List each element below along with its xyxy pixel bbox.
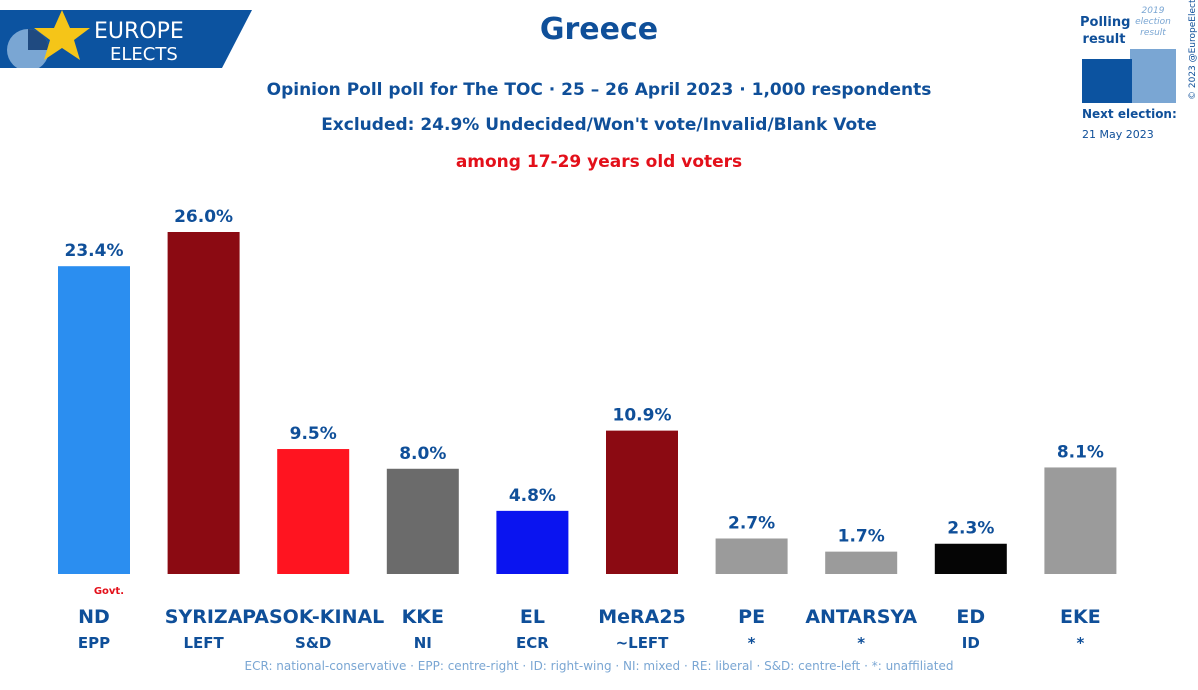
category-label-antarsya: ANTARSYA [805, 606, 917, 628]
next-election-label: Next election: [1082, 107, 1177, 121]
chart-subtitle-excluded: Excluded: 24.9% Undecided/Won't vote/Inv… [321, 115, 877, 135]
chart-subtitle-age-group: among 17-29 years old voters [455, 152, 743, 172]
europe-elects-logo: EUROPE ELECTS [0, 10, 252, 68]
logo-star-icon [34, 10, 90, 60]
category-label-el: EL [520, 606, 545, 628]
bar-ed [934, 543, 1007, 574]
value-label-pe: 2.7% [728, 513, 775, 533]
group-label-el: ECR [516, 634, 549, 652]
bar-syriza [167, 232, 240, 574]
category-label-mera25: MeRA25 [598, 606, 686, 628]
category-label-kke: KKE [402, 606, 444, 628]
next-election-date: 21 May 2023 [1082, 128, 1154, 141]
value-label-syriza: 26.0% [174, 207, 233, 227]
bar-eke [1044, 467, 1117, 574]
category-label-syriza: SYRIZA [165, 606, 243, 628]
footer-note: ECR: national-conservative · EPP: centre… [244, 659, 954, 673]
group-label-eke: * [1076, 634, 1084, 652]
group-label-syriza: LEFT [183, 634, 224, 652]
group-label-pasok-kinal: S&D [295, 634, 331, 652]
bar-pasok-kinal [277, 449, 350, 574]
legend-polling-swatch [1082, 59, 1132, 103]
value-label-nd: 23.4% [65, 241, 124, 261]
bar-nd [58, 266, 130, 574]
value-label-antarsya: 1.7% [838, 527, 885, 547]
chart-subtitle-poll: Opinion Poll poll for The TOC · 25 – 26 … [266, 80, 932, 100]
group-label-antarsya: * [857, 634, 865, 652]
bar-mera25 [606, 430, 678, 574]
category-label-nd: ND [78, 606, 110, 628]
bar-el [496, 510, 569, 574]
category-label-pe: PE [738, 606, 765, 628]
legend-election-swatch [1130, 49, 1176, 103]
category-label-ed: ED [956, 606, 985, 628]
value-label-ed: 2.3% [947, 519, 994, 539]
group-label-pe: * [748, 634, 756, 652]
group-label-nd: EPP [78, 634, 110, 652]
group-label-kke: NI [414, 634, 432, 652]
group-label-mera25: ~LEFT [616, 634, 670, 652]
value-label-mera25: 10.9% [613, 406, 672, 426]
legend-election-label: 2019 election result [1135, 6, 1171, 38]
logo-text-europe: EUROPE [94, 19, 184, 44]
value-label-kke: 8.0% [399, 444, 446, 464]
chart-legend: Polling result 2019 election result Next… [1080, 6, 1190, 146]
bar-antarsya [825, 551, 898, 574]
chart-title: Greece [539, 12, 659, 47]
bar-kke [386, 468, 459, 574]
value-label-el: 4.8% [509, 486, 556, 506]
govt-annotation: Govt. [94, 586, 124, 597]
category-label-pasok-kinal: PASOK-KINAL [242, 606, 384, 628]
value-label-eke: 8.1% [1057, 442, 1104, 462]
category-label-eke: EKE [1060, 606, 1101, 628]
group-label-ed: ID [962, 634, 980, 652]
legend-polling-label: Polling result [1080, 15, 1131, 47]
bar-pe [715, 538, 788, 574]
logo-text-elects: ELECTS [110, 44, 178, 65]
value-label-pasok-kinal: 9.5% [290, 424, 337, 444]
